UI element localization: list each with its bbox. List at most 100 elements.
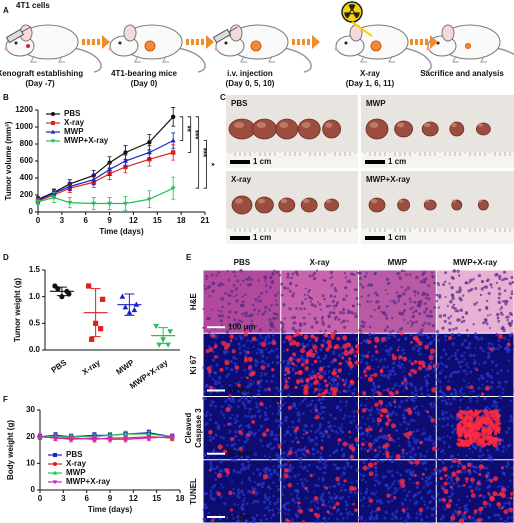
nucleus <box>349 420 353 425</box>
nucleus <box>296 496 300 501</box>
nucleus <box>322 365 326 369</box>
panel-label: D <box>3 253 9 262</box>
stained-cell <box>224 345 229 351</box>
panel-label: A <box>3 6 9 15</box>
nucleus <box>253 452 258 456</box>
nucleus <box>257 348 261 351</box>
nucleus <box>450 479 454 483</box>
nucleus <box>503 502 506 505</box>
nucleus <box>474 335 478 339</box>
nucleus <box>487 515 491 519</box>
nucleus <box>464 503 468 507</box>
legend-label: MWP <box>66 468 86 477</box>
nucleus <box>235 514 240 519</box>
nucleus <box>362 461 366 464</box>
nucleus <box>312 500 315 503</box>
legend-label: PBS <box>64 109 81 118</box>
nucleus <box>263 372 267 376</box>
nucleus <box>352 410 356 414</box>
stained-cell <box>303 384 309 389</box>
nucleus <box>450 355 453 358</box>
nucleus <box>442 283 446 287</box>
nucleus <box>448 321 452 325</box>
arrow-head <box>430 35 438 49</box>
nucleus <box>315 269 319 272</box>
nucleus <box>429 520 432 523</box>
nucleus <box>394 509 399 514</box>
nucleus <box>248 328 253 333</box>
nucleus <box>393 480 397 483</box>
nucleus <box>498 484 502 488</box>
nucleus <box>424 409 428 412</box>
nucleus <box>345 461 348 464</box>
nucleus <box>319 467 323 471</box>
nucleus <box>333 307 336 310</box>
stained-cell <box>363 370 367 374</box>
step-day: (Day 0, 5, 10) <box>226 79 275 88</box>
nucleus <box>212 497 216 501</box>
nucleus <box>277 291 280 294</box>
nucleus <box>419 386 424 390</box>
nucleus <box>338 311 342 315</box>
nucleus <box>485 322 489 326</box>
x-tick-label: 12 <box>129 216 138 225</box>
significance-label: *** <box>199 148 208 158</box>
nucleus <box>252 501 255 504</box>
nucleus <box>363 422 367 426</box>
tumor-highlight <box>451 199 456 203</box>
nucleus <box>482 349 485 353</box>
stained-cell <box>312 344 318 350</box>
stained-cell <box>287 405 292 410</box>
stained-cell <box>489 414 493 418</box>
nucleus <box>396 363 400 367</box>
arrow-dash <box>307 39 310 45</box>
nucleus <box>437 306 441 309</box>
stained-cell <box>396 348 400 352</box>
nucleus <box>358 328 362 332</box>
nucleus <box>441 514 445 519</box>
tumor-highlight <box>233 122 245 128</box>
nucleus <box>334 318 337 321</box>
nucleus <box>404 398 409 403</box>
stained-cell <box>246 433 251 438</box>
nucleus <box>436 365 440 369</box>
nucleus <box>414 294 417 297</box>
tumor-highlight <box>477 123 484 127</box>
stained-cell <box>390 423 397 429</box>
nucleus <box>282 485 287 489</box>
nucleus <box>429 360 433 364</box>
nucleus <box>460 342 465 347</box>
nucleus <box>428 500 433 504</box>
nucleus <box>410 397 414 402</box>
nucleus <box>263 455 267 458</box>
nucleus <box>272 322 275 326</box>
nucleus <box>255 491 259 495</box>
stained-cell <box>398 355 403 360</box>
nucleus <box>236 419 239 423</box>
nucleus <box>382 374 387 378</box>
nucleus <box>341 307 346 312</box>
nucleus <box>505 380 508 383</box>
nucleus <box>275 453 279 457</box>
nucleus <box>311 447 315 451</box>
nucleus <box>495 446 500 451</box>
nucleus <box>295 284 298 287</box>
marker <box>53 462 57 466</box>
stained-cell <box>271 367 275 372</box>
nucleus <box>223 291 227 295</box>
nucleus <box>251 303 255 307</box>
y-tick-label: 1.5 <box>29 265 41 274</box>
marker <box>64 288 70 294</box>
stained-cell <box>380 408 383 412</box>
nucleus <box>502 471 506 476</box>
nucleus <box>282 360 286 364</box>
x-tick-label: PBS <box>50 358 69 375</box>
nucleus <box>236 470 240 474</box>
stained-cell <box>488 411 492 415</box>
nucleus <box>342 471 346 476</box>
nucleus <box>420 477 424 481</box>
nucleus <box>449 454 454 458</box>
stained-cell <box>487 492 491 496</box>
nucleus <box>357 488 361 492</box>
tumor <box>144 40 156 52</box>
